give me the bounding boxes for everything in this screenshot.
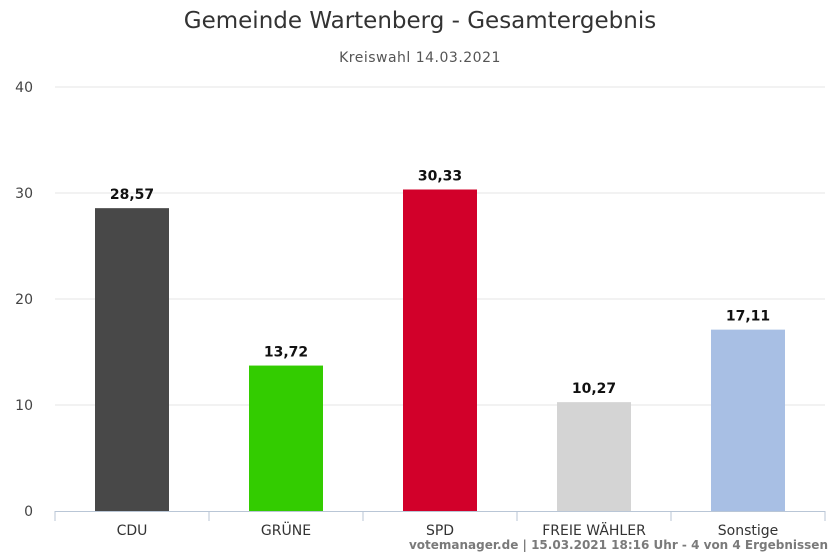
x-category-label: CDU bbox=[117, 523, 148, 539]
x-category-label: Sonstige bbox=[718, 523, 779, 539]
chart-subtitle: Kreiswahl 14.03.2021 bbox=[339, 50, 501, 66]
y-tick-label: 20 bbox=[15, 292, 33, 308]
chart-title: Gemeinde Wartenberg - Gesamtergebnis bbox=[183, 8, 657, 34]
credits-text[interactable]: votemanager.de | 15.03.2021 18:16 Uhr - … bbox=[408, 538, 828, 552]
y-tick-label: 10 bbox=[15, 398, 33, 414]
bar-sonstige bbox=[711, 329, 785, 511]
x-category-label: FREIE WÄHLER bbox=[542, 521, 646, 539]
bar-spd bbox=[403, 189, 477, 511]
x-category-label: SPD bbox=[426, 523, 454, 539]
y-tick-label: 0 bbox=[24, 504, 33, 520]
y-tick-label: 40 bbox=[15, 80, 33, 96]
data-label: 28,57 bbox=[110, 187, 154, 203]
bar-cdu bbox=[95, 208, 169, 511]
data-label: 13,72 bbox=[264, 345, 308, 361]
bar-grüne bbox=[249, 365, 323, 511]
bar-freie-wähler bbox=[557, 402, 631, 511]
data-label: 10,27 bbox=[572, 381, 616, 397]
data-label: 17,11 bbox=[726, 309, 770, 325]
x-category-label: GRÜNE bbox=[261, 521, 311, 539]
data-label: 30,33 bbox=[418, 169, 462, 185]
y-tick-label: 30 bbox=[15, 186, 33, 202]
